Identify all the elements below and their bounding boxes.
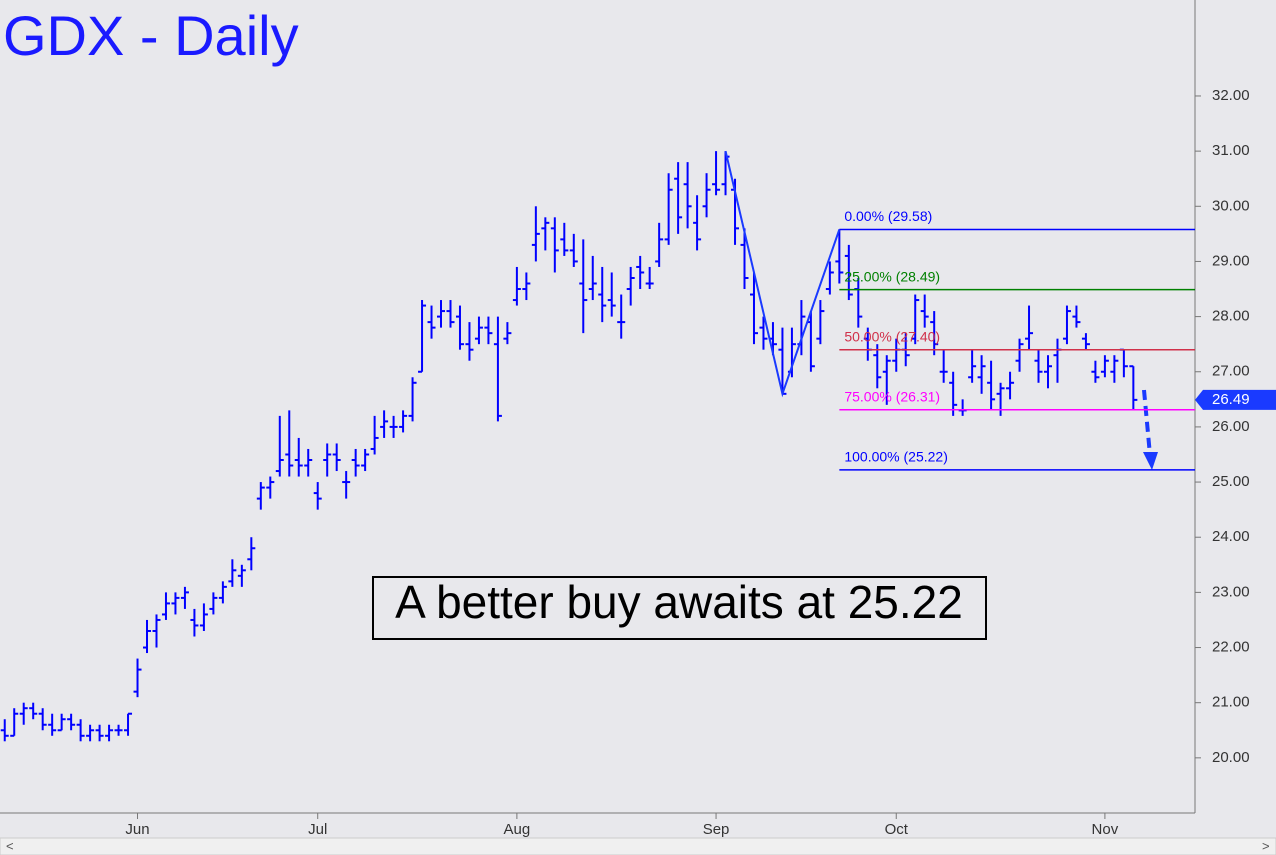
level-label: 75.00% (26.31): [844, 389, 940, 405]
scrollbar: < >: [0, 837, 1276, 855]
y-tick-label: 30.00: [1212, 197, 1250, 214]
level-label: 50.00% (27.40): [844, 328, 940, 344]
y-tick-label: 25.00: [1212, 473, 1250, 490]
y-tick-label: 28.00: [1212, 308, 1250, 325]
annotation: A better buy awaits at 25.22: [395, 576, 963, 628]
x-tick-label: Nov: [1092, 821, 1119, 838]
y-tick-label: 23.00: [1212, 583, 1250, 600]
y-tick-label: 26.00: [1212, 418, 1250, 435]
y-tick-label: 20.00: [1212, 749, 1250, 766]
last-price-tag: [1195, 389, 1276, 410]
swing-line: [724, 150, 841, 398]
x-tick-label: Aug: [504, 821, 531, 838]
x-tick-label: Jun: [125, 821, 149, 838]
y-tick-label: 21.00: [1212, 694, 1250, 711]
y-tick-label: 31.00: [1212, 142, 1250, 159]
y-tick-label: 32.00: [1212, 87, 1250, 104]
y-tick-label: 22.00: [1212, 639, 1250, 656]
annotation-box: [372, 576, 987, 640]
level-label: 100.00% (25.22): [844, 449, 948, 465]
y-tick-label: 24.00: [1212, 528, 1250, 545]
scroll-right[interactable]: >: [1262, 838, 1270, 853]
level-label: 25.00% (28.49): [844, 268, 940, 284]
x-tick-label: Oct: [885, 821, 909, 838]
x-tick-label: Sep: [703, 821, 730, 838]
chart-title: GDX - Daily: [3, 4, 299, 67]
y-tick-label: 27.00: [1212, 363, 1250, 380]
arrow: [1142, 389, 1158, 470]
x-tick-label: Jul: [308, 821, 327, 838]
level-label: 0.00% (29.58): [844, 208, 932, 224]
y-tick-label: 29.00: [1212, 252, 1250, 269]
scroll-left[interactable]: <: [6, 838, 14, 853]
last-price-label: 26.49: [1212, 391, 1250, 408]
